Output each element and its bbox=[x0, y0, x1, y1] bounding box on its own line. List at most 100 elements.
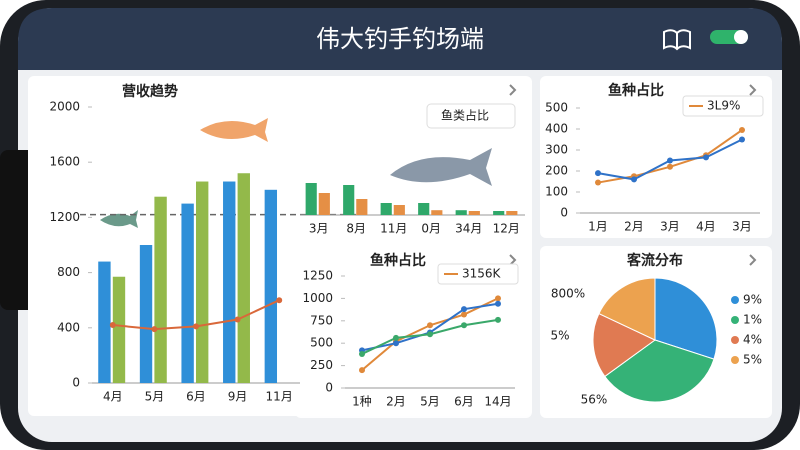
bar bbox=[356, 199, 368, 215]
header-bar bbox=[18, 8, 782, 70]
legend-label: 4% bbox=[743, 333, 762, 347]
pie-slice bbox=[592, 312, 656, 378]
panel-species-2 bbox=[295, 246, 532, 418]
y-tick-label: 800 bbox=[57, 265, 80, 279]
popup bbox=[426, 103, 516, 129]
x-tick-label: 5月 bbox=[420, 395, 440, 409]
bar bbox=[237, 173, 250, 383]
bar bbox=[98, 261, 111, 383]
point bbox=[703, 154, 709, 161]
x-tick-label: 6月 bbox=[186, 390, 206, 404]
y-tick-label: 250 bbox=[310, 358, 333, 372]
point bbox=[495, 300, 501, 307]
point bbox=[359, 367, 365, 374]
bar bbox=[506, 211, 518, 215]
pie-annotation: 800% bbox=[551, 287, 585, 301]
y-tick-label: 0 bbox=[72, 376, 80, 390]
x-tick-label: 3月 bbox=[660, 220, 680, 234]
bar bbox=[393, 205, 405, 215]
x-tick-label: 8月 bbox=[346, 222, 366, 236]
fish-decoration bbox=[200, 118, 268, 142]
y-tick-label: 0 bbox=[325, 381, 333, 395]
point bbox=[495, 295, 501, 302]
point bbox=[193, 323, 199, 330]
x-tick-label: 1种 bbox=[352, 395, 372, 409]
x-tick-label: 5月 bbox=[145, 390, 165, 404]
bar bbox=[196, 181, 209, 383]
point bbox=[461, 311, 467, 318]
bar bbox=[223, 181, 236, 383]
point bbox=[667, 157, 673, 164]
bar bbox=[493, 211, 505, 215]
book-icon[interactable] bbox=[663, 29, 691, 51]
legend-box bbox=[437, 263, 519, 285]
y-tick-label: 1000 bbox=[302, 291, 333, 305]
panel-title: 客流分布 bbox=[626, 252, 683, 269]
bar bbox=[264, 189, 278, 383]
point bbox=[631, 176, 637, 183]
legend-label: 5% bbox=[743, 353, 762, 367]
point bbox=[234, 316, 241, 323]
y-tick-label: 1250 bbox=[302, 269, 333, 283]
bar bbox=[380, 203, 392, 215]
point bbox=[151, 326, 158, 333]
point bbox=[393, 340, 399, 347]
panel-title: 鱼类占比 bbox=[441, 108, 489, 123]
x-tick-label: 2月 bbox=[624, 220, 644, 234]
legend-label: 3156K bbox=[462, 267, 502, 281]
toggle-icon[interactable] bbox=[710, 30, 748, 44]
x-tick-label: 14月 bbox=[484, 395, 511, 409]
y-tick-label: 2000 bbox=[49, 100, 80, 114]
x-tick-label: 9月 bbox=[228, 390, 248, 404]
point bbox=[461, 322, 467, 329]
pie-annotation: 56% bbox=[581, 393, 608, 407]
point bbox=[393, 334, 399, 341]
bar bbox=[418, 203, 430, 215]
pie-slice bbox=[654, 277, 718, 360]
bar bbox=[305, 183, 317, 215]
bar bbox=[468, 211, 480, 215]
x-tick-label: 6月 bbox=[454, 395, 474, 409]
point bbox=[495, 316, 501, 323]
y-tick-label: 1600 bbox=[49, 155, 80, 169]
point bbox=[359, 350, 365, 357]
bar bbox=[318, 193, 330, 215]
legend-label: 3L9% bbox=[707, 99, 740, 113]
point bbox=[109, 322, 116, 329]
legend-label: 1% bbox=[743, 313, 762, 327]
x-tick-label: 11月 bbox=[380, 222, 407, 236]
legend-swatch bbox=[731, 296, 739, 304]
point bbox=[427, 331, 433, 338]
chevron[interactable] bbox=[509, 84, 757, 266]
y-tick-label: 400 bbox=[545, 122, 568, 136]
bar bbox=[343, 185, 355, 215]
bar bbox=[455, 210, 467, 215]
x-tick-label: 11月 bbox=[266, 390, 293, 404]
y-tick-label: 400 bbox=[57, 320, 80, 334]
legend-box bbox=[682, 95, 764, 117]
pie-annotation: 5% bbox=[550, 329, 569, 343]
y-tick-label: 100 bbox=[545, 185, 568, 199]
y-tick-label: 1200 bbox=[49, 210, 80, 224]
pie-slice bbox=[604, 339, 715, 403]
point bbox=[595, 170, 601, 177]
x-tick-label: 12月 bbox=[493, 222, 520, 236]
point bbox=[427, 322, 433, 329]
point bbox=[461, 306, 467, 313]
point bbox=[739, 127, 745, 134]
panel-title: 鱼种占比 bbox=[370, 252, 426, 269]
panel-title: 鱼种占比 bbox=[608, 82, 664, 99]
fish-decoration bbox=[390, 148, 492, 186]
y-tick-label: 300 bbox=[545, 143, 568, 157]
y-tick-label: 0 bbox=[560, 206, 568, 220]
x-tick-label: 0月 bbox=[421, 222, 441, 236]
panel-title: 营收趋势 bbox=[122, 83, 178, 100]
y-tick-label: 200 bbox=[545, 164, 568, 178]
point bbox=[595, 179, 601, 186]
x-tick-label: 3月 bbox=[309, 222, 329, 236]
y-tick-label: 750 bbox=[310, 313, 333, 327]
bar bbox=[139, 245, 153, 383]
y-tick-label: 500 bbox=[545, 101, 568, 115]
point bbox=[739, 136, 745, 143]
